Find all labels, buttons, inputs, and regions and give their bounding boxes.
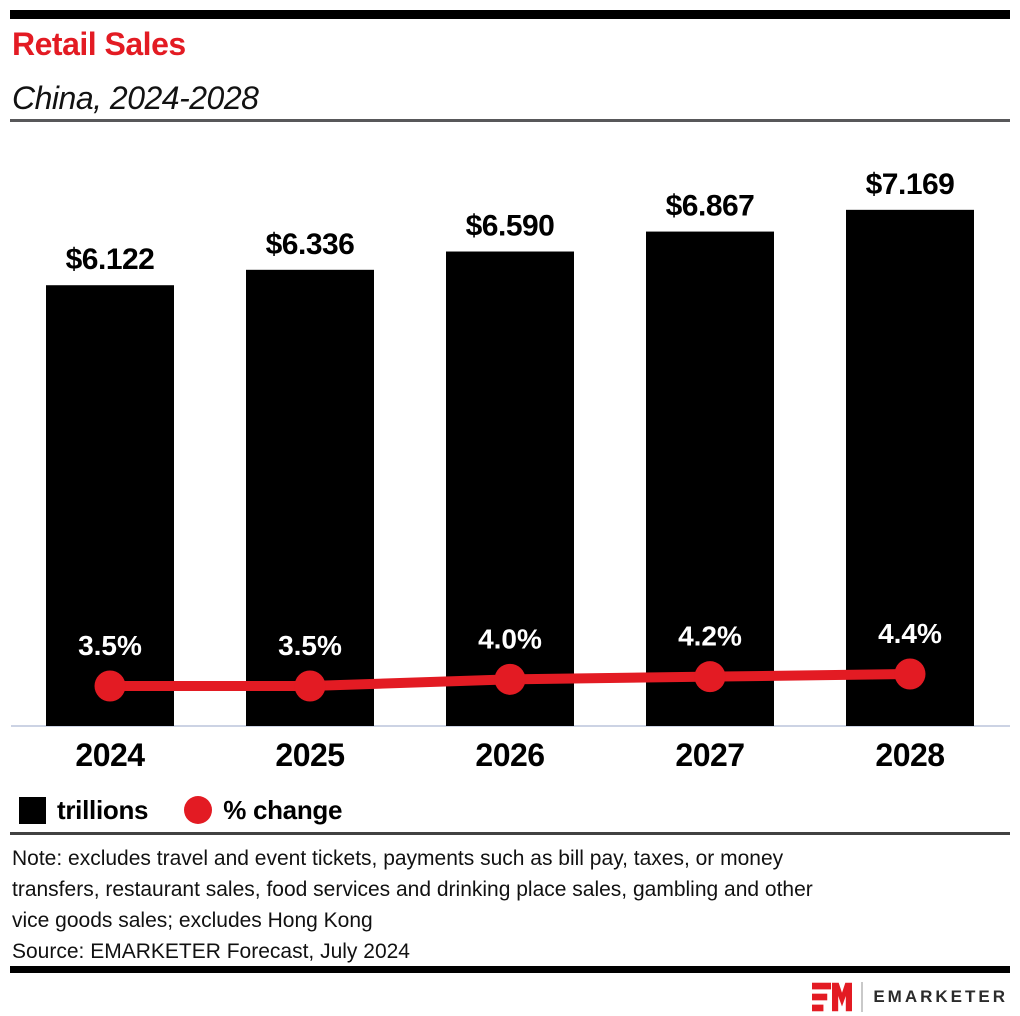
emarketer-logo-icon	[812, 982, 853, 1012]
x-axis-label-2028: 2028	[875, 737, 944, 773]
trend-point-2028	[894, 658, 926, 690]
bar-2028	[846, 209, 974, 726]
chart-legend: trillions % change	[19, 794, 342, 826]
trend-point-2025	[294, 670, 326, 702]
legend-label-pct-change: % change	[223, 794, 343, 825]
pct-change-label: 4.2%	[678, 621, 742, 652]
brand-wordmark: EMARKETER	[873, 987, 1008, 1006]
pct-change-label: 3.5%	[278, 630, 342, 661]
note-divider	[10, 832, 1010, 835]
footnote: Note: excludes travel and event tickets,…	[12, 843, 1008, 967]
x-axis-label-2027: 2027	[675, 737, 744, 773]
bar-2027	[646, 231, 774, 726]
bar-value-label: $6.867	[666, 190, 755, 223]
bar-2026	[446, 251, 574, 726]
trend-point-2024	[94, 670, 126, 702]
legend-line-swatch-icon	[184, 796, 213, 824]
bar-2024	[46, 285, 174, 726]
x-axis-label-2026: 2026	[475, 737, 544, 773]
bar-2025	[246, 269, 374, 726]
footer-branding: EMARKETER	[812, 981, 1008, 1013]
legend-label-trillions: trillions	[57, 794, 149, 825]
chart-title: Retail Sales	[12, 26, 186, 62]
bar-value-label: $6.590	[466, 210, 555, 243]
note-line: transfers, restaurant sales, food servic…	[12, 878, 813, 901]
x-axis-label-2025: 2025	[275, 737, 344, 773]
source-line: Source: EMARKETER Forecast, July 2024	[12, 940, 410, 963]
pct-change-label: 3.5%	[78, 630, 142, 661]
note-line: vice goods sales; excludes Hong Kong	[12, 909, 373, 932]
pct-change-label: 4.4%	[878, 618, 942, 649]
bar-value-label: $6.336	[266, 228, 355, 261]
logo-divider	[861, 982, 864, 1012]
bar-value-label: $6.122	[66, 243, 155, 276]
legend-bar-swatch-icon	[19, 796, 46, 824]
x-axis-label-2024: 2024	[75, 737, 145, 773]
bottom-accent-bar	[10, 966, 1010, 973]
bar-line-chart: $6.122 $6.336 $6.590 $6.867 $7.169 3.5% 2024 3.…	[11, 168, 1010, 773]
bar-value-label: $7.169	[866, 168, 955, 201]
trend-point-2026	[494, 663, 526, 695]
top-accent-bar	[10, 10, 1010, 19]
chart-subtitle: China, 2024-2028	[12, 80, 259, 116]
pct-change-label: 4.0%	[478, 623, 542, 654]
note-line: Note: excludes travel and event tickets,…	[12, 847, 784, 870]
trend-point-2027	[694, 661, 726, 693]
title-divider	[10, 119, 1010, 122]
